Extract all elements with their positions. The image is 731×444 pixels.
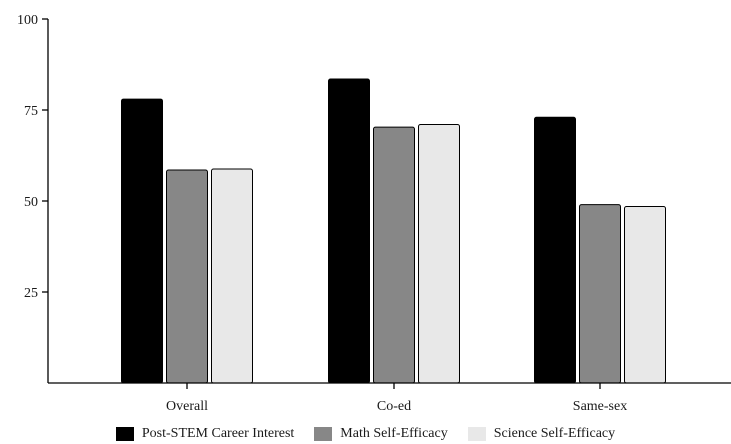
x-tick-label-co-ed: Co-ed	[377, 399, 411, 414]
bar-overall-science-self-efficacy	[211, 168, 253, 384]
bar-co-ed-science-self-efficacy	[418, 124, 460, 384]
bar-overall-career-interest	[121, 98, 163, 384]
bar-chart: 25 50 75 100 Overall Co-ed Same-sex	[17, 13, 731, 414]
bar-same-sex-math-self-efficacy	[579, 204, 621, 384]
legend-item-career-interest: Post-STEM Career Interest	[115, 426, 295, 442]
y-tick-label-75: 75	[24, 104, 38, 119]
legend-item-math-self-efficacy: Math Self-Efficacy	[314, 426, 448, 442]
bar-co-ed-math-self-efficacy	[373, 126, 415, 384]
bar-same-sex-science-self-efficacy	[624, 205, 666, 384]
x-tick-label-overall: Overall	[166, 399, 208, 414]
y-ticks-group: 25 50 75 100	[17, 13, 48, 301]
legend-label-career-interest: Post-STEM Career Interest	[141, 426, 295, 441]
legend-swatch-career-interest	[115, 427, 134, 441]
bar-co-ed-career-interest	[328, 78, 370, 384]
legend-item-science-self-efficacy: Science Self-Efficacy	[467, 426, 616, 442]
legend: Post-STEM Career Interest Math Self-Effi…	[0, 424, 731, 444]
legend-label-math-self-efficacy: Math Self-Efficacy	[340, 426, 448, 441]
x-ticks-group: Overall Co-ed Same-sex	[166, 383, 627, 414]
bars-group	[121, 78, 666, 384]
x-tick-label-same-sex: Same-sex	[573, 399, 627, 414]
legend-swatch-math-self-efficacy	[314, 427, 333, 441]
y-tick-label-25: 25	[24, 286, 38, 301]
legend-label-science-self-efficacy: Science Self-Efficacy	[493, 426, 616, 441]
bar-same-sex-career-interest	[534, 116, 576, 384]
y-tick-label-50: 50	[24, 195, 38, 210]
y-tick-label-100: 100	[17, 13, 38, 28]
legend-swatch-science-self-efficacy	[467, 427, 486, 441]
bar-overall-math-self-efficacy	[166, 169, 208, 384]
